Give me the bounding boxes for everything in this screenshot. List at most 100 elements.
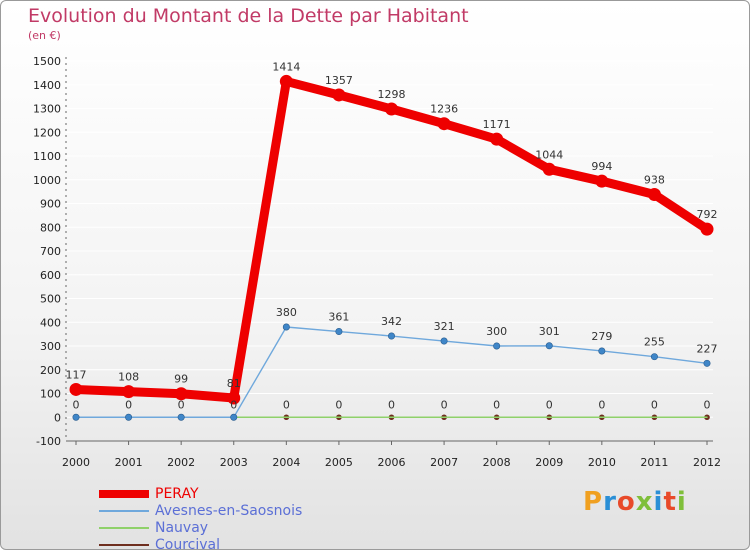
data-label-courcival: 0 (651, 398, 658, 411)
data-label-courcival: 0 (388, 398, 395, 411)
x-tick-label: 2009 (535, 456, 563, 469)
x-tick-label: 2011 (640, 456, 668, 469)
point-avesnes-en-saosnois (72, 413, 80, 421)
point-avesnes-en-saosnois (125, 413, 133, 421)
point-avesnes-en-saosnois (598, 347, 606, 355)
point-avesnes-en-saosnois (650, 353, 658, 361)
point-avesnes-en-saosnois (387, 332, 395, 340)
x-tick-label: 2003 (220, 456, 248, 469)
legend-label-avesnes-en-saosnois: Avesnes-en-Saosnois (155, 503, 303, 519)
logo-letter: r (603, 487, 617, 517)
data-label-courcival: 0 (178, 398, 185, 411)
y-tick-label: 600 (40, 269, 61, 282)
y-tick-label: 900 (40, 198, 61, 211)
data-label-avesnes-en-saosnois: 380 (276, 306, 297, 319)
point-peray (385, 102, 398, 116)
y-tick-label: 400 (40, 316, 61, 329)
y-tick-label: 100 (40, 388, 61, 401)
data-label-peray: 1357 (325, 74, 353, 87)
logo-letter: i (676, 487, 687, 517)
data-label-courcival: 0 (546, 398, 553, 411)
data-label-avesnes-en-saosnois: 300 (486, 325, 507, 338)
data-label-peray: 1414 (272, 60, 300, 73)
point-peray (700, 222, 714, 236)
data-label-peray: 81 (227, 377, 241, 390)
point-peray (647, 187, 661, 201)
logo-letter: i (653, 487, 664, 517)
data-label-courcival: 0 (335, 398, 342, 411)
series-line-peray (71, 76, 712, 403)
data-label-courcival: 0 (230, 398, 237, 411)
data-label-avesnes-en-saosnois: 342 (381, 315, 402, 328)
data-label-peray: 108 (118, 371, 139, 384)
x-tick-label: 2010 (588, 456, 616, 469)
data-label-courcival: 0 (598, 398, 605, 411)
y-tick-label: 300 (40, 340, 61, 353)
legend-label-peray: PERAY (155, 486, 199, 502)
y-tick-label: -100 (36, 435, 61, 448)
chart-title: Evolution du Montant de la Dette par Hab… (28, 5, 469, 27)
point-peray (279, 74, 293, 88)
point-avesnes-en-saosnois (230, 413, 238, 421)
x-tick-label: 2000 (62, 456, 90, 469)
point-peray (227, 391, 241, 405)
data-label-peray: 938 (644, 173, 665, 186)
x-tick-label: 2002 (167, 456, 195, 469)
legend-swatch-avesnes-en-saosnois (99, 510, 149, 512)
point-peray (69, 382, 83, 396)
data-label-courcival: 0 (704, 398, 711, 411)
data-label-courcival: 0 (493, 398, 500, 411)
data-label-courcival: 0 (73, 398, 80, 411)
point-avesnes-en-saosnois (440, 337, 448, 345)
y-tick-label: 500 (40, 293, 61, 306)
logo-letter: t (663, 487, 677, 517)
point-peray (490, 132, 504, 146)
x-tick-label: 2004 (272, 456, 300, 469)
data-label-courcival: 0 (125, 398, 132, 411)
legend-swatch-peray (99, 490, 149, 498)
data-label-avesnes-en-saosnois: 361 (328, 311, 349, 324)
x-tick-label: 2005 (325, 456, 353, 469)
data-label-peray: 1171 (483, 118, 511, 131)
point-avesnes-en-saosnois (335, 328, 343, 336)
x-tick-label: 2001 (115, 456, 143, 469)
point-avesnes-en-saosnois (703, 359, 711, 367)
point-peray (122, 385, 136, 399)
point-avesnes-en-saosnois (545, 342, 553, 350)
point-avesnes-en-saosnois (177, 413, 185, 421)
legend-item-courcival: Courcival (99, 537, 359, 550)
x-tick-label: 2006 (378, 456, 406, 469)
data-label-peray: 792 (697, 208, 718, 221)
data-label-avesnes-en-saosnois: 321 (434, 320, 455, 333)
y-tick-label: 800 (40, 221, 61, 234)
point-peray (542, 162, 556, 176)
data-label-peray: 994 (591, 160, 612, 173)
point-avesnes-en-saosnois (493, 342, 501, 350)
point-avesnes-en-saosnois (282, 323, 290, 331)
data-label-peray: 1236 (430, 103, 458, 116)
y-tick-label: 1200 (33, 126, 61, 139)
y-tick-label: 1300 (33, 103, 61, 116)
point-peray (595, 174, 609, 188)
legend-label-nauvay: Nauvay (155, 520, 209, 536)
data-label-peray: 117 (66, 368, 87, 381)
data-label-avesnes-en-saosnois: 279 (591, 330, 612, 343)
logo-letter: o (616, 487, 636, 517)
point-peray (437, 117, 451, 131)
chart-unit: (en €) (28, 29, 61, 42)
y-tick-label: 700 (40, 245, 61, 258)
data-label-avesnes-en-saosnois: 227 (697, 342, 718, 355)
x-tick-label: 2007 (430, 456, 458, 469)
legend-swatch-nauvay (99, 527, 149, 529)
data-label-peray: 99 (174, 373, 188, 386)
legend-swatch-courcival (99, 544, 149, 546)
y-tick-label: 1100 (33, 150, 61, 163)
logo-letter: P (583, 487, 604, 517)
y-tick-label: 1000 (33, 174, 61, 187)
point-peray (174, 387, 188, 401)
data-label-peray: 1044 (535, 148, 563, 161)
x-tick-label: 2008 (483, 456, 511, 469)
legend-label-courcival: Courcival (155, 537, 221, 550)
